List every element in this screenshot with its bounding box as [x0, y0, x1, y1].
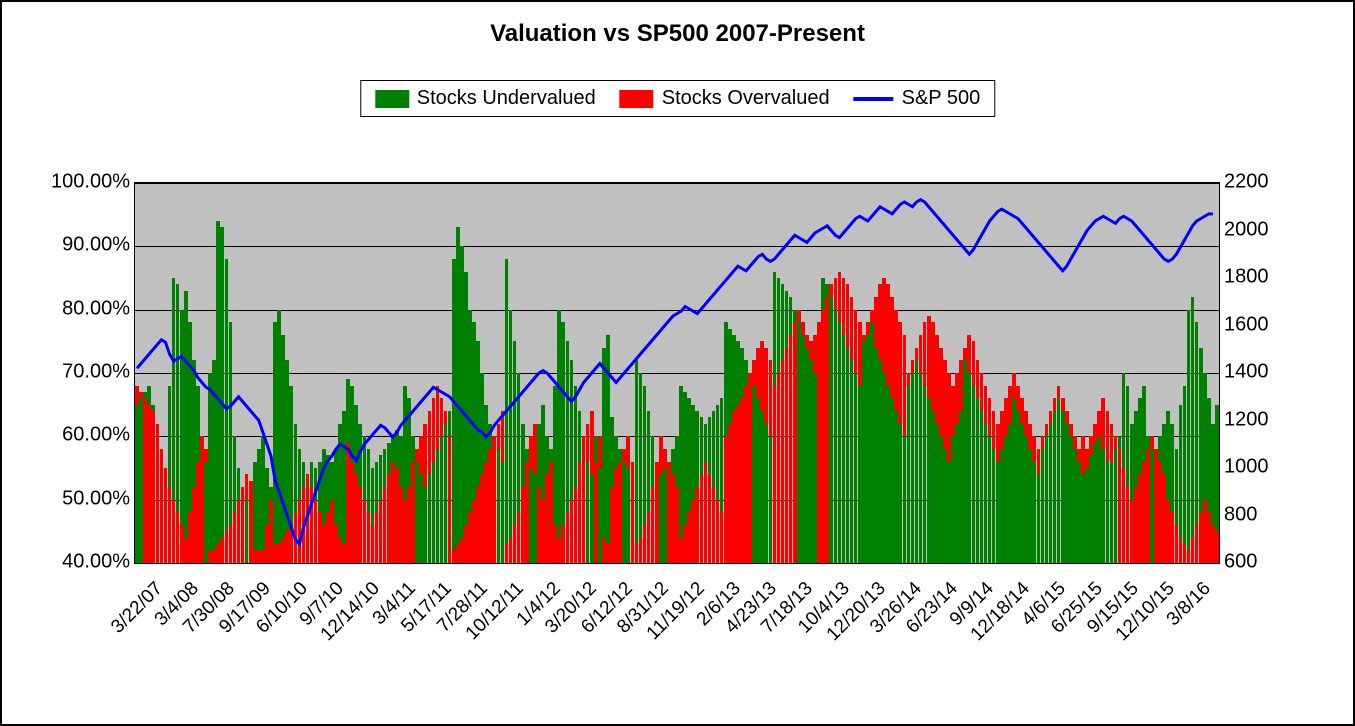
gridline [135, 183, 1219, 184]
y-tick-left: 100.00% [51, 171, 130, 194]
y-tick-right: 600 [1224, 551, 1257, 574]
legend-line-sp500 [854, 97, 894, 101]
y-tick-left: 80.00% [62, 297, 130, 320]
y-tick-right: 1400 [1224, 361, 1269, 384]
y-tick-right: 2200 [1224, 171, 1269, 194]
y-tick-right: 1600 [1224, 313, 1269, 336]
y-tick-right: 800 [1224, 503, 1257, 526]
y-tick-right: 2000 [1224, 218, 1269, 241]
legend-item-overvalued: Stocks Overvalued [620, 87, 830, 110]
gridline [135, 246, 1219, 247]
y-tick-left: 90.00% [62, 234, 130, 257]
chart-container: Valuation vs SP500 2007-Present Stocks U… [0, 0, 1355, 726]
y-tick-right: 1200 [1224, 408, 1269, 431]
y-axis-right: 6008001000120014001600180020002200 [1224, 182, 1294, 562]
x-axis: 3/22/073/4/087/30/089/17/096/10/109/7/10… [134, 572, 1218, 712]
y-tick-left: 60.00% [62, 424, 130, 447]
gridline [135, 373, 1219, 374]
y-tick-left: 50.00% [62, 487, 130, 510]
legend-item-undervalued: Stocks Undervalued [375, 87, 596, 110]
y-tick-right: 1000 [1224, 456, 1269, 479]
y-tick-left: 40.00% [62, 551, 130, 574]
legend-label-undervalued: Stocks Undervalued [417, 87, 596, 110]
legend-label-overvalued: Stocks Overvalued [662, 87, 830, 110]
plot-area [134, 182, 1220, 564]
gridline [135, 310, 1219, 311]
y-tick-left: 70.00% [62, 361, 130, 384]
bar-overvalued [1215, 531, 1219, 563]
legend-label-sp500: S&P 500 [902, 87, 981, 110]
chart-title: Valuation vs SP500 2007-Present [2, 20, 1353, 48]
y-tick-right: 1800 [1224, 266, 1269, 289]
y-axis-left: 40.00%50.00%60.00%70.00%80.00%90.00%100.… [32, 182, 130, 562]
legend: Stocks Undervalued Stocks Overvalued S&P… [360, 80, 995, 117]
legend-item-sp500: S&P 500 [854, 87, 981, 110]
legend-swatch-undervalued [375, 90, 409, 108]
legend-swatch-overvalued [620, 90, 654, 108]
